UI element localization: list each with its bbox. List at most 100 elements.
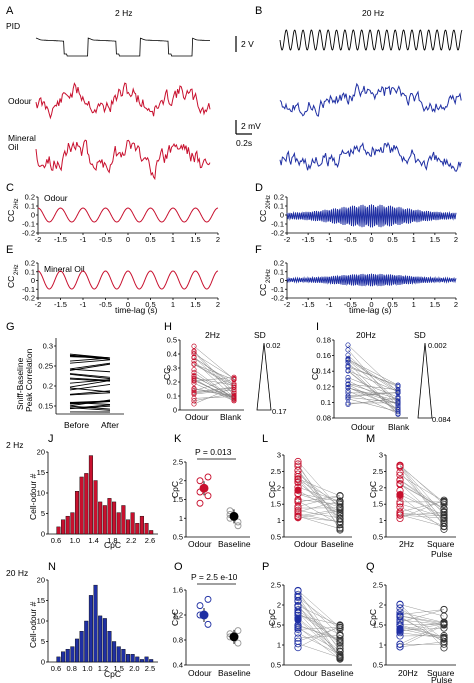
blank-point (395, 398, 401, 404)
odour-point (191, 351, 197, 357)
paired-line (193, 346, 235, 380)
panel-q-paired-points (396, 600, 448, 652)
panel-a-title: 2 Hz (115, 8, 132, 18)
odour-point (191, 354, 197, 360)
x-tick-label: -0.5 (344, 300, 357, 309)
paired-line (399, 514, 445, 519)
condition-b-point (336, 503, 344, 511)
mean-point (199, 610, 209, 620)
mean-point (294, 486, 302, 494)
panel-d-cc-curve (286, 204, 457, 228)
panel-e-xlabel: time-lag (s) (115, 305, 158, 315)
condition-a-point (396, 604, 404, 612)
histogram-bar (93, 480, 98, 535)
y-tick-label: 0.2 (25, 259, 35, 268)
x-tick-label: -0.5 (99, 235, 112, 244)
paired-line (399, 621, 445, 630)
x-tick-label: 1.5 (430, 235, 440, 244)
panel-d-ylabel: CC (258, 210, 268, 222)
paired-line (347, 365, 399, 387)
histogram-bar (56, 656, 61, 663)
condition-b-point (336, 622, 344, 630)
panel-m-2hz-label: 2Hz (399, 539, 414, 549)
panel-q-axes: 2.5 2 1.5 1 0.5 (373, 581, 456, 670)
voltage-scale-label: 2 V (241, 39, 254, 49)
y-tick-label: 0 (280, 211, 284, 220)
blank-point (395, 407, 401, 413)
data-point (196, 602, 204, 610)
blank-point (231, 374, 237, 380)
panel-q-pulse-label: Pulse (431, 675, 453, 683)
histogram-bar (84, 473, 89, 535)
panel-q-square-label: Square (427, 668, 455, 678)
y-tick-label: 0.14 (316, 367, 331, 376)
paired-line (69, 401, 111, 405)
odour-point (345, 363, 351, 369)
paired-line (193, 377, 235, 382)
paired-line (399, 607, 445, 640)
y-tick-label: 0.8 (173, 636, 183, 645)
y-tick-label: 2.5 (271, 581, 281, 590)
paired-line (297, 611, 341, 659)
x-tick-label: 1.2 (98, 664, 108, 673)
condition-a-point (294, 460, 302, 468)
condition-a-point (396, 471, 404, 479)
condition-b-point (336, 631, 344, 640)
panel-o-baseline-label: Baseline (218, 668, 251, 678)
x-tick-label: -0.5 (99, 300, 112, 309)
panel-e-mineral-oil-label: Mineral Oil (44, 264, 85, 274)
paired-line (399, 611, 445, 623)
paired-line (399, 465, 445, 505)
odour-point (345, 357, 351, 363)
histogram-bar (56, 526, 61, 535)
histogram-bar (112, 641, 117, 663)
x-tick-label: -1 (326, 300, 333, 309)
panel-k-points (196, 473, 242, 530)
condition-a-point (294, 466, 302, 475)
paired-line (193, 353, 235, 379)
condition-b-point (440, 635, 448, 643)
y-tick-label: -0.1 (22, 285, 35, 294)
time-scale-label: 0.2s (236, 138, 252, 148)
x-tick-label: 1 (412, 235, 416, 244)
panel-g-axes: 0.3 0.25 0.2 0.15 (38, 338, 124, 415)
panel-e-axes: -2 -1.5 -1 -0.5 0 0.5 1 1.5 20.20.10-0.1-0.2 (22, 259, 220, 310)
pid-2hz-trace (35, 37, 210, 57)
paired-line (399, 465, 445, 503)
y-tick-label: -0.2 (271, 294, 284, 303)
paired-line (297, 499, 341, 505)
blank-point (395, 384, 401, 390)
panel-k-ylabel: CpC (170, 481, 180, 498)
x-tick-label: 1 (412, 300, 416, 309)
data-point (226, 507, 234, 515)
y-tick-label: 2.5 (271, 467, 281, 476)
y-tick-label: 0.5 (373, 661, 383, 670)
paired-line (193, 386, 235, 405)
x-tick-label: 0 (126, 235, 130, 244)
panel-f-ysub: 20Hz (266, 269, 272, 283)
panel-p-letter: P (262, 561, 269, 573)
panel-h-blank-label: Blank (220, 412, 242, 422)
paired-line (399, 616, 445, 643)
paired-line (69, 356, 111, 359)
paired-line (399, 479, 445, 512)
y-tick-label: 1.5 (373, 500, 383, 509)
panel-o-odour-label: Odour (188, 668, 212, 678)
paired-line (297, 596, 341, 658)
panel-h-axes: 0.5 0.4 0.3 0.2 0.1 0 (167, 336, 244, 415)
paired-line (297, 515, 341, 529)
y-tick-label: 1.5 (271, 500, 281, 509)
y-tick-label: 0.1 (321, 398, 331, 407)
condition-a-point (396, 476, 404, 484)
histogram-bar (98, 615, 103, 663)
panel-i-letter: I (316, 321, 319, 333)
y-tick-label: -0.1 (271, 285, 284, 294)
x-tick-label: -1 (80, 235, 87, 244)
histogram-bar (121, 648, 126, 663)
panel-i-ylabel: CC (310, 368, 320, 380)
panel-n-xlabel: CpC (104, 669, 121, 679)
paired-line (297, 625, 341, 640)
panel-m-ylabel: CpC (368, 481, 378, 498)
condition-a-point (396, 600, 404, 609)
x-tick-label: 0.5 (387, 300, 397, 309)
